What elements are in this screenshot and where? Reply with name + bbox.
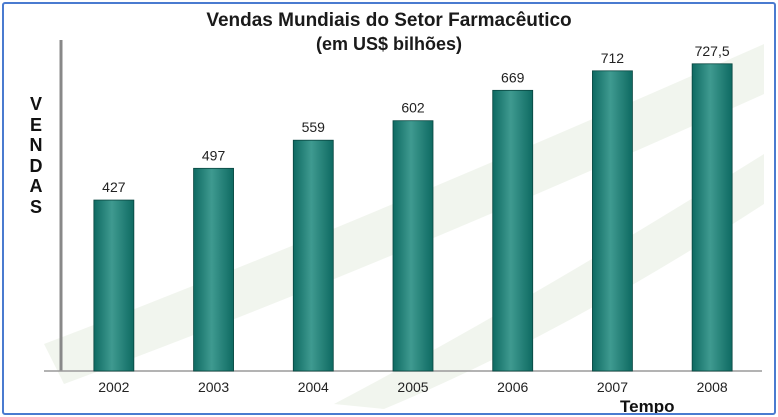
value-label-2004: 559 <box>302 119 326 135</box>
bar-2003 <box>193 167 234 372</box>
value-label-2002: 427 <box>102 179 126 195</box>
value-label-2008: 727,5 <box>695 43 730 59</box>
bar-2004 <box>292 139 334 372</box>
bar-2007 <box>592 70 633 372</box>
x-axis-label: Tempo <box>620 397 675 415</box>
chart-title: Vendas Mundiais do Setor Farmacêutico <box>206 10 572 31</box>
bars-layer <box>93 63 733 372</box>
value-label-2005: 602 <box>401 100 425 116</box>
chart-subtitle: (em US$ bilhões) <box>315 34 463 54</box>
bar-chart: 427 2002 497 2003 559 2004 602 2005 669 2006 712 20… <box>44 40 764 409</box>
value-label-2003: 497 <box>202 147 226 163</box>
x-tick-label-2006: 2006 <box>497 379 528 395</box>
value-label-2007: 712 <box>601 50 625 66</box>
bar-2005 <box>392 120 434 372</box>
x-tick-label-2002: 2002 <box>98 379 129 395</box>
value-label-2006: 669 <box>501 69 525 85</box>
x-tick-label-2003: 2003 <box>198 379 229 395</box>
x-tick-label-2007: 2007 <box>597 379 628 395</box>
x-tick-label-2005: 2005 <box>397 379 428 395</box>
x-tick-label-2008: 2008 <box>697 379 728 395</box>
bar-2008 <box>691 63 733 372</box>
x-tick-label-2004: 2004 <box>298 379 329 395</box>
bar-2006 <box>492 89 534 372</box>
bar-2002 <box>93 199 135 372</box>
background-swoosh <box>334 154 764 409</box>
labels-layer: 427 2002 497 2003 559 2004 602 2005 669 2006 712 20… <box>98 43 730 395</box>
